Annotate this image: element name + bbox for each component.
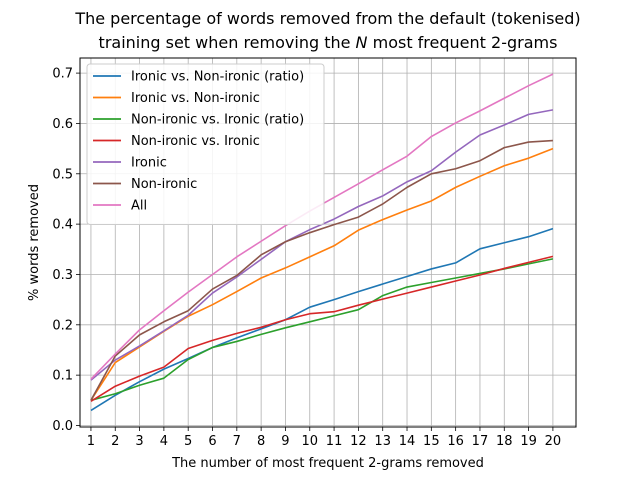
x-tick-label: 3	[135, 434, 143, 449]
x-tick-label: 7	[233, 434, 241, 449]
y-tick-label: 0.4	[52, 218, 73, 233]
x-tick-label: 20	[545, 434, 562, 449]
x-tick-label: 13	[374, 434, 391, 449]
x-tick-label: 10	[301, 434, 318, 449]
legend-label: Non-ironic	[131, 177, 197, 192]
x-tick-label: 9	[281, 434, 289, 449]
y-tick-label: 0.0	[52, 419, 73, 434]
x-axis-ticks: 1 2 3 4 5 6 7 8 9 10 11 12 13 14 15 16 17 18 19 20	[87, 427, 561, 449]
plot-frame	[79, 57, 577, 428]
x-tick-label: 19	[520, 434, 537, 449]
y-axis-label: % words removed	[27, 184, 42, 301]
y-tick-label: 0.6	[52, 117, 73, 132]
y-tick-label: 0.2	[52, 318, 73, 333]
x-axis-label: The number of most frequent 2-grams remo…	[171, 456, 484, 471]
x-tick-label: 5	[184, 434, 192, 449]
x-tick-label: 1	[87, 434, 95, 449]
x-tick-label: 11	[326, 434, 343, 449]
y-tick-label: 0.7	[52, 67, 73, 82]
x-tick-label: 16	[447, 434, 464, 449]
x-tick-label: 18	[496, 434, 513, 449]
legend-label: Non-ironic vs. Ironic	[131, 134, 260, 149]
y-axis-ticks: 0.0 0.1 0.2 0.3 0.4 0.5 0.6 0.7	[52, 67, 80, 434]
legend: Ironic vs. Non-ironic (ratio) Ironic vs. …	[86, 63, 325, 225]
y-tick-label: 0.1	[52, 369, 73, 384]
x-tick-label: 14	[399, 434, 416, 449]
legend-label: Ironic	[131, 156, 167, 171]
title-variable-n: N	[355, 33, 368, 52]
x-tick-label: 8	[257, 434, 265, 449]
legend-label: All	[131, 199, 147, 214]
x-tick-label: 2	[111, 434, 119, 449]
series-line-4	[90, 255, 554, 403]
series-line-6	[90, 139, 553, 401]
chart-title-line-1: The percentage of words removed from the…	[75, 9, 581, 28]
chart-title-line-2: training set when removing the N most fr…	[98, 33, 558, 52]
x-tick-label: 15	[423, 434, 440, 449]
legend-label: Ironic vs. Non-ironic (ratio)	[131, 70, 304, 85]
x-tick-label: 17	[472, 434, 489, 449]
x-tick-label: 12	[350, 434, 367, 449]
legend-box	[86, 63, 325, 225]
x-tick-label: 4	[160, 434, 168, 449]
legend-label: Non-ironic vs. Ironic (ratio)	[131, 113, 304, 128]
legend-label: Ironic vs. Non-ironic	[131, 91, 260, 106]
series-line-3	[90, 258, 554, 402]
y-tick-label: 0.3	[52, 268, 73, 283]
x-tick-label: 6	[208, 434, 216, 449]
series-line-1	[90, 227, 554, 412]
y-tick-label: 0.5	[52, 167, 73, 182]
